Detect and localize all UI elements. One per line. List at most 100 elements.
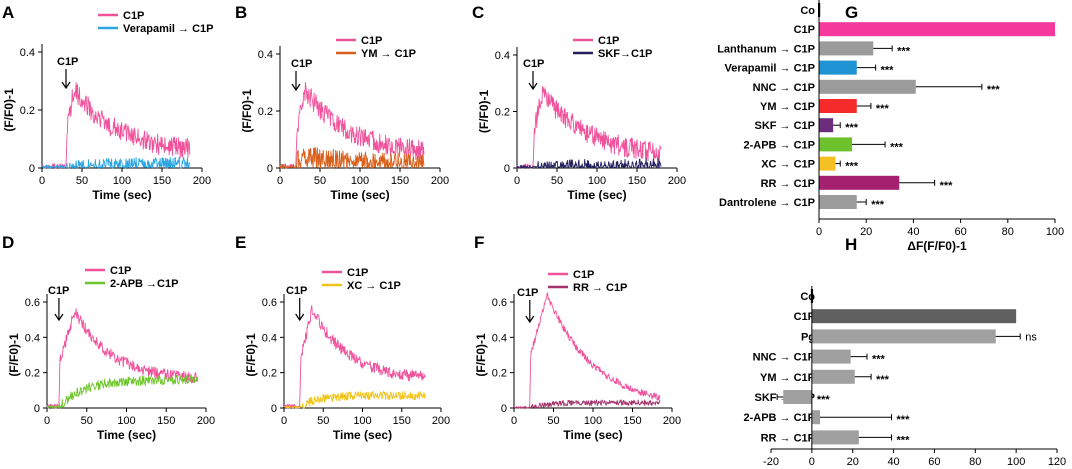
bar	[819, 22, 1055, 37]
y-tick-label: 0.2	[20, 105, 35, 117]
x-axis-title: Time (sec)	[92, 188, 151, 202]
y-tick-label: 0.4	[262, 332, 277, 344]
bar-category-label: RR → C1P	[761, 178, 815, 190]
bar-category-label: SKF → C1P	[754, 120, 815, 132]
x-tick-label: 40	[907, 226, 919, 238]
significance-label: ***	[940, 180, 954, 192]
x-tick-label: 150	[628, 175, 646, 187]
x-tick-label: 50	[76, 175, 88, 187]
x-tick-label: 0	[39, 175, 45, 187]
panel-b: B 0 0.2 0.4 0 50 100 150 200 Time (sec) (F/F0)-1 C1…	[235, 3, 449, 202]
legend-label: YM → C1P	[361, 48, 416, 60]
y-tick-label: 0.4	[492, 332, 507, 344]
x-tick-label: 200	[193, 175, 211, 187]
trace-line	[516, 158, 662, 169]
legend-label: C1P	[110, 265, 131, 277]
x-tick-label: 100	[351, 175, 369, 187]
x-tick-label: 200	[431, 175, 449, 187]
trace-line	[279, 81, 425, 169]
stimulus-arrowhead	[291, 83, 301, 92]
x-tick-label: 50	[81, 415, 93, 427]
y-axis-title: (F/F0)-1	[2, 88, 16, 132]
legend-label: XC → C1P	[347, 280, 401, 292]
trace-line	[41, 81, 191, 169]
panel-label: B	[235, 3, 247, 22]
x-tick-label: 100	[1046, 226, 1064, 238]
panel-f: F 0 0.2 0.4 0.6 0 50 100 150 200 Time (sec) (F/F0)-…	[474, 233, 681, 442]
bar-category-label: RR → C1P	[761, 432, 815, 444]
x-tick-label: 100	[113, 175, 131, 187]
bar	[811, 349, 851, 364]
y-tick-label: 0.4	[20, 47, 35, 59]
legend-label: C1P	[123, 10, 144, 22]
y-tick-label: 0.6	[262, 297, 277, 309]
bar	[819, 195, 857, 209]
significance-label: ***	[876, 374, 890, 386]
bar	[819, 41, 874, 56]
x-axis-title: Time (sec)	[563, 428, 622, 442]
bar-category-label: Verapamil → C1P	[725, 63, 816, 75]
x-axis-title: ΔF(F/F0)-1	[907, 239, 967, 253]
trace-line	[46, 308, 199, 409]
bar-category-label: 2-APB → C1P	[743, 412, 815, 424]
y-tick-label: 0	[501, 403, 507, 415]
significance-label: ***	[897, 414, 911, 426]
y-tick-label: 0.4	[25, 332, 40, 344]
legend-label: C1P	[598, 35, 619, 47]
x-tick-label: 150	[153, 175, 171, 187]
y-tick-label: 0.4	[495, 50, 510, 62]
x-tick-label: 200	[432, 415, 450, 427]
legend-label: C1P	[347, 267, 368, 279]
x-tick-label: 150	[393, 415, 411, 427]
significance-label: ***	[845, 122, 859, 134]
bar	[811, 329, 996, 344]
trace-line	[283, 305, 426, 409]
panel-label: D	[2, 233, 14, 252]
bar-category-label: C1P	[794, 24, 815, 36]
significance-label: ***	[890, 141, 904, 153]
legend-label: 2-APB →C1P	[110, 278, 178, 290]
x-tick-label: 60	[928, 456, 940, 468]
x-axis-title: Time (sec)	[330, 188, 389, 202]
significance-label: ***	[845, 161, 859, 173]
bar	[811, 369, 855, 384]
bar-category-label: Co	[800, 5, 815, 17]
legend-label: SKF→C1P	[598, 48, 652, 60]
y-tick-label: 0.4	[258, 49, 273, 61]
x-tick-label: 0	[511, 415, 517, 427]
y-tick-label: 0.2	[258, 106, 273, 118]
x-tick-label: 20	[860, 226, 872, 238]
significance-label: ***	[871, 199, 885, 211]
x-tick-label: 50	[547, 415, 559, 427]
x-tick-label: 200	[668, 175, 686, 187]
significance-label: ***	[987, 84, 1001, 96]
y-tick-label: 0	[29, 163, 35, 175]
trace-line	[41, 156, 191, 169]
x-tick-label: 40	[887, 456, 899, 468]
significance-label: ***	[817, 394, 831, 406]
x-tick-label: 60	[954, 226, 966, 238]
x-tick-label: 0	[281, 415, 287, 427]
y-tick-label: 0.2	[262, 368, 277, 380]
panel-a: A 0 0.2 0.4 0 50 100 150 200 Time (sec) (F/F0)-1 C1…	[2, 3, 214, 202]
panel-g: G Co C1P Lanthanum → C1P *** Verapamil → C1P *…	[717, 0, 1064, 253]
x-tick-label: 0	[816, 226, 822, 238]
y-tick-label: 0	[504, 163, 510, 175]
x-tick-label: 120	[1048, 456, 1066, 468]
trace-line	[516, 86, 662, 169]
x-tick-label: -20	[763, 456, 779, 468]
legend-label: C1P	[361, 35, 382, 47]
x-tick-label: 100	[1007, 456, 1025, 468]
x-tick-label: 0	[809, 456, 815, 468]
y-tick-label: 0	[267, 163, 273, 175]
bar	[819, 156, 836, 171]
y-tick-label: 0.2	[25, 368, 40, 380]
bar	[819, 137, 853, 152]
y-tick-label: 0.2	[492, 368, 507, 380]
panel-label: F	[474, 233, 484, 252]
bar	[783, 390, 812, 404]
stimulus-annotation: C1P	[48, 285, 69, 297]
x-tick-label: 150	[391, 175, 409, 187]
bar	[819, 118, 834, 133]
